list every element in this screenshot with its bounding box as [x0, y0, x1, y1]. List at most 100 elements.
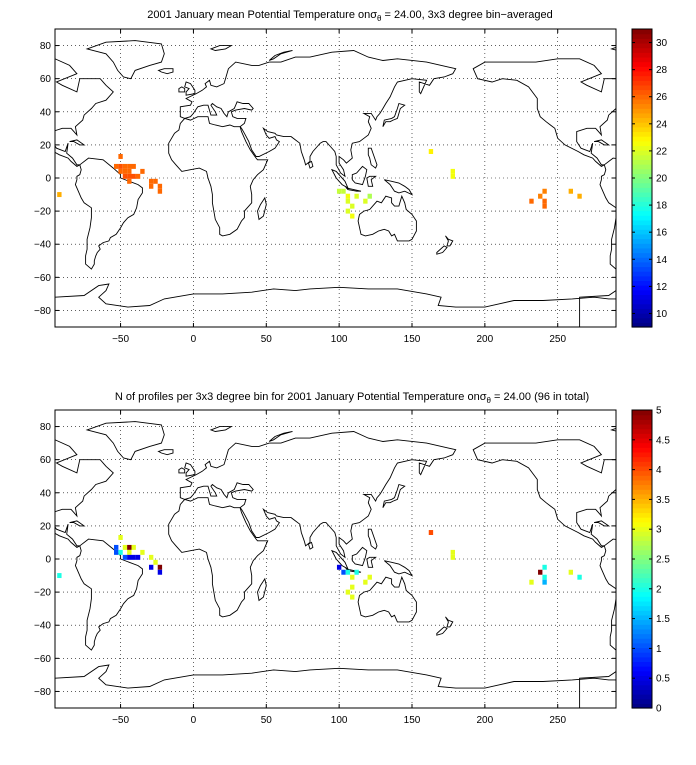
y-tick-label: −40 — [34, 621, 51, 632]
colorbar-swatch — [632, 238, 652, 244]
coastline-madagascar — [257, 196, 267, 221]
colorbar-tick-label: 10 — [656, 309, 668, 320]
colorbar-swatch — [632, 596, 652, 602]
x-tick-label: 200 — [477, 715, 494, 726]
y-tick-label: 60 — [40, 74, 52, 85]
colorbar-swatch — [632, 80, 652, 86]
colorbar-swatch — [632, 131, 652, 137]
colorbar-tick-label: 30 — [656, 38, 668, 49]
colorbar-swatch — [632, 493, 652, 500]
data-cell — [350, 203, 355, 209]
colorbar-swatch — [632, 266, 652, 272]
coastline-new-zealand-n — [445, 616, 454, 628]
colorbar-swatch — [632, 243, 652, 249]
colorbar-swatch — [632, 261, 652, 268]
coastline-madagascar — [257, 577, 267, 602]
y-tick-label: 40 — [40, 488, 52, 499]
y-tick-label: −40 — [34, 240, 51, 251]
colorbar-swatch — [632, 680, 652, 686]
coastline-new-zealand-s — [436, 245, 448, 255]
colorbar-swatch — [632, 29, 652, 35]
x-tick-label: 0 — [191, 715, 197, 726]
data-cell — [336, 564, 342, 570]
colorbar-swatch — [632, 512, 652, 518]
colorbar-swatch — [632, 289, 652, 296]
y-tick-label: −80 — [34, 687, 51, 698]
colorbar-swatch — [632, 252, 652, 258]
colorbar-tick-label: 1 — [656, 644, 662, 655]
colorbar-swatch — [632, 605, 652, 611]
colorbar: 10 12 14 16 18 20 22 24 26 28 30 — [631, 28, 668, 328]
colorbar-swatch — [632, 219, 652, 226]
coastline-borneo — [351, 546, 368, 567]
colorbar-swatch — [632, 451, 652, 458]
data-cell — [140, 168, 145, 174]
data-cell — [131, 544, 136, 550]
coastline-australia — [357, 194, 417, 242]
colorbar-tick-label: 3 — [656, 525, 662, 536]
data-cell — [127, 554, 132, 560]
data-cell — [57, 573, 62, 579]
colorbar-swatch — [632, 586, 652, 593]
coastline-greenland — [85, 40, 165, 80]
data-cell — [122, 544, 128, 550]
coastline-south-america — [74, 538, 143, 651]
colorbar-swatch — [632, 517, 652, 523]
data-cell — [542, 564, 547, 570]
x-tick-label: 150 — [404, 715, 421, 726]
data-cell — [350, 213, 355, 219]
colorbar-swatch — [632, 638, 652, 644]
colorbar-swatch — [632, 545, 652, 551]
colorbar-swatch — [632, 178, 652, 184]
data-cell — [157, 569, 163, 575]
coastline-africa — [168, 497, 269, 618]
colorbar-swatch — [632, 168, 652, 174]
colorbar-swatch — [632, 684, 652, 690]
colorbar-swatch — [632, 136, 652, 142]
data-cell — [345, 589, 351, 595]
colorbar-swatch — [632, 568, 652, 574]
colorbar-swatch — [632, 572, 652, 579]
colorbar-swatch — [632, 233, 652, 240]
y-tick-label: 0 — [45, 174, 51, 185]
data-cell — [148, 178, 154, 184]
data-cell — [127, 549, 132, 555]
data-cell — [114, 549, 119, 555]
colorbar-swatch — [632, 66, 652, 72]
data-cell — [131, 173, 136, 179]
x-tick-label: 50 — [261, 334, 273, 345]
data-cell — [367, 193, 372, 199]
colorbar-swatch — [632, 317, 652, 323]
data-cell — [148, 183, 154, 189]
x-tick-label: 250 — [549, 334, 566, 345]
colorbar-swatch — [632, 698, 652, 704]
colorbar-swatch — [632, 465, 652, 472]
colorbar-swatch — [632, 507, 652, 514]
colorbar-swatch — [632, 126, 652, 133]
panel-bottom: N of profiles per 3x3 degree bin for 200… — [34, 391, 670, 726]
colorbar-swatch — [632, 437, 652, 444]
coastline-cuba — [69, 520, 86, 527]
coastline-borneo — [351, 165, 368, 186]
colorbar-swatch — [632, 271, 652, 277]
data-cell — [118, 163, 123, 169]
coastline-north-america — [472, 439, 616, 548]
colorbar-swatch — [632, 117, 652, 123]
colorbar-swatch — [632, 410, 652, 416]
coastline-north-america — [55, 58, 114, 167]
colorbar-swatch — [632, 224, 652, 230]
data-cell — [542, 579, 547, 585]
colorbar-swatch — [632, 280, 652, 286]
colorbar-swatch — [632, 447, 652, 453]
colorbar-swatch — [632, 285, 652, 291]
colorbar-swatch — [632, 656, 652, 663]
colorbar-swatch — [632, 526, 652, 532]
coastline-south-america — [599, 157, 616, 270]
data-cell — [450, 554, 455, 560]
data-cell — [122, 173, 128, 179]
colorbar-swatch — [632, 694, 652, 700]
data-cell — [529, 198, 534, 204]
coastline-iceland — [157, 68, 174, 75]
colorbar-swatch — [632, 33, 652, 39]
